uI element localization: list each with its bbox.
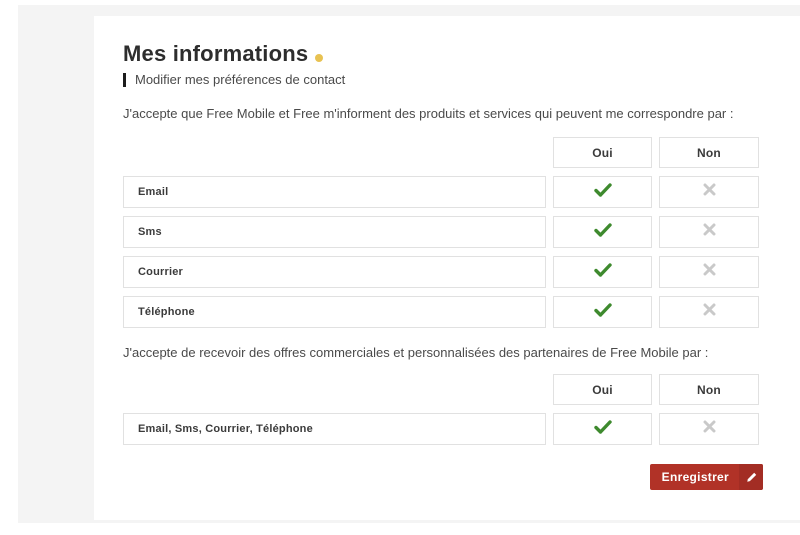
courrier-non-toggle[interactable] [659, 256, 759, 288]
row-label-partners-text: Email, Sms, Courrier, Téléphone [138, 423, 313, 435]
page-title: Mes informations [123, 42, 800, 66]
email-non-toggle[interactable] [659, 176, 759, 208]
row-label-partners: Email, Sms, Courrier, Téléphone [123, 413, 546, 445]
x-icon [703, 183, 716, 201]
page-subtitle: Modifier mes préférences de contact [123, 71, 800, 89]
section1-intro: J'accepte que Free Mobile et Free m'info… [123, 106, 734, 121]
row-label-courrier: Courrier [123, 256, 546, 288]
save-button[interactable]: Enregistrer [649, 464, 763, 490]
row-label-telephone: Téléphone [123, 296, 546, 328]
x-icon [703, 223, 716, 241]
table-row-partners: Email, Sms, Courrier, Téléphone [123, 413, 760, 445]
row-label-telephone-text: Téléphone [138, 306, 195, 318]
actions-row: Enregistrer [123, 464, 763, 490]
courrier-oui-toggle[interactable] [553, 256, 652, 288]
section2-header-spacer [123, 374, 546, 405]
x-icon [703, 420, 716, 438]
section1-header-row: Oui Non [123, 137, 760, 168]
card-content: Mes informations Modifier mes préférence… [94, 16, 800, 490]
check-icon [593, 182, 612, 202]
save-button-label: Enregistrer [661, 470, 729, 484]
row-label-sms: Sms [123, 216, 546, 248]
section2-intro: J'accepte de recevoir des offres commerc… [123, 345, 709, 360]
check-icon [593, 419, 612, 439]
section2-col-non: Non [659, 374, 759, 405]
pencil-icon [739, 464, 763, 490]
telephone-non-toggle[interactable] [659, 296, 759, 328]
partners-non-toggle[interactable] [659, 413, 759, 445]
check-icon [593, 222, 612, 242]
preferences-card: Mes informations Modifier mes préférence… [94, 16, 800, 520]
section1-header-spacer [123, 137, 546, 168]
row-label-email: Email [123, 176, 546, 208]
table-row-email: Email [123, 176, 760, 208]
title-accent-dot [315, 54, 324, 62]
table-row-courrier: Courrier [123, 256, 760, 288]
section1-col-non: Non [659, 137, 759, 168]
page-title-text: Mes informations [123, 41, 309, 66]
section2-col-oui: Oui [553, 374, 652, 405]
row-label-sms-text: Sms [138, 226, 162, 238]
sms-non-toggle[interactable] [659, 216, 759, 248]
partners-oui-toggle[interactable] [553, 413, 652, 445]
email-oui-toggle[interactable] [553, 176, 652, 208]
row-label-courrier-text: Courrier [138, 266, 183, 278]
check-icon [593, 262, 612, 282]
table-row-sms: Sms [123, 216, 760, 248]
page-subtitle-text: Modifier mes préférences de contact [135, 72, 346, 87]
sms-oui-toggle[interactable] [553, 216, 652, 248]
table-row-telephone: Téléphone [123, 296, 760, 328]
telephone-oui-toggle[interactable] [553, 296, 652, 328]
section2-header-row: Oui Non [123, 374, 760, 405]
subtitle-accent-bar [123, 73, 126, 87]
row-label-email-text: Email [138, 186, 169, 198]
section1-col-oui: Oui [553, 137, 652, 168]
x-icon [703, 263, 716, 281]
check-icon [593, 302, 612, 322]
x-icon [703, 303, 716, 321]
